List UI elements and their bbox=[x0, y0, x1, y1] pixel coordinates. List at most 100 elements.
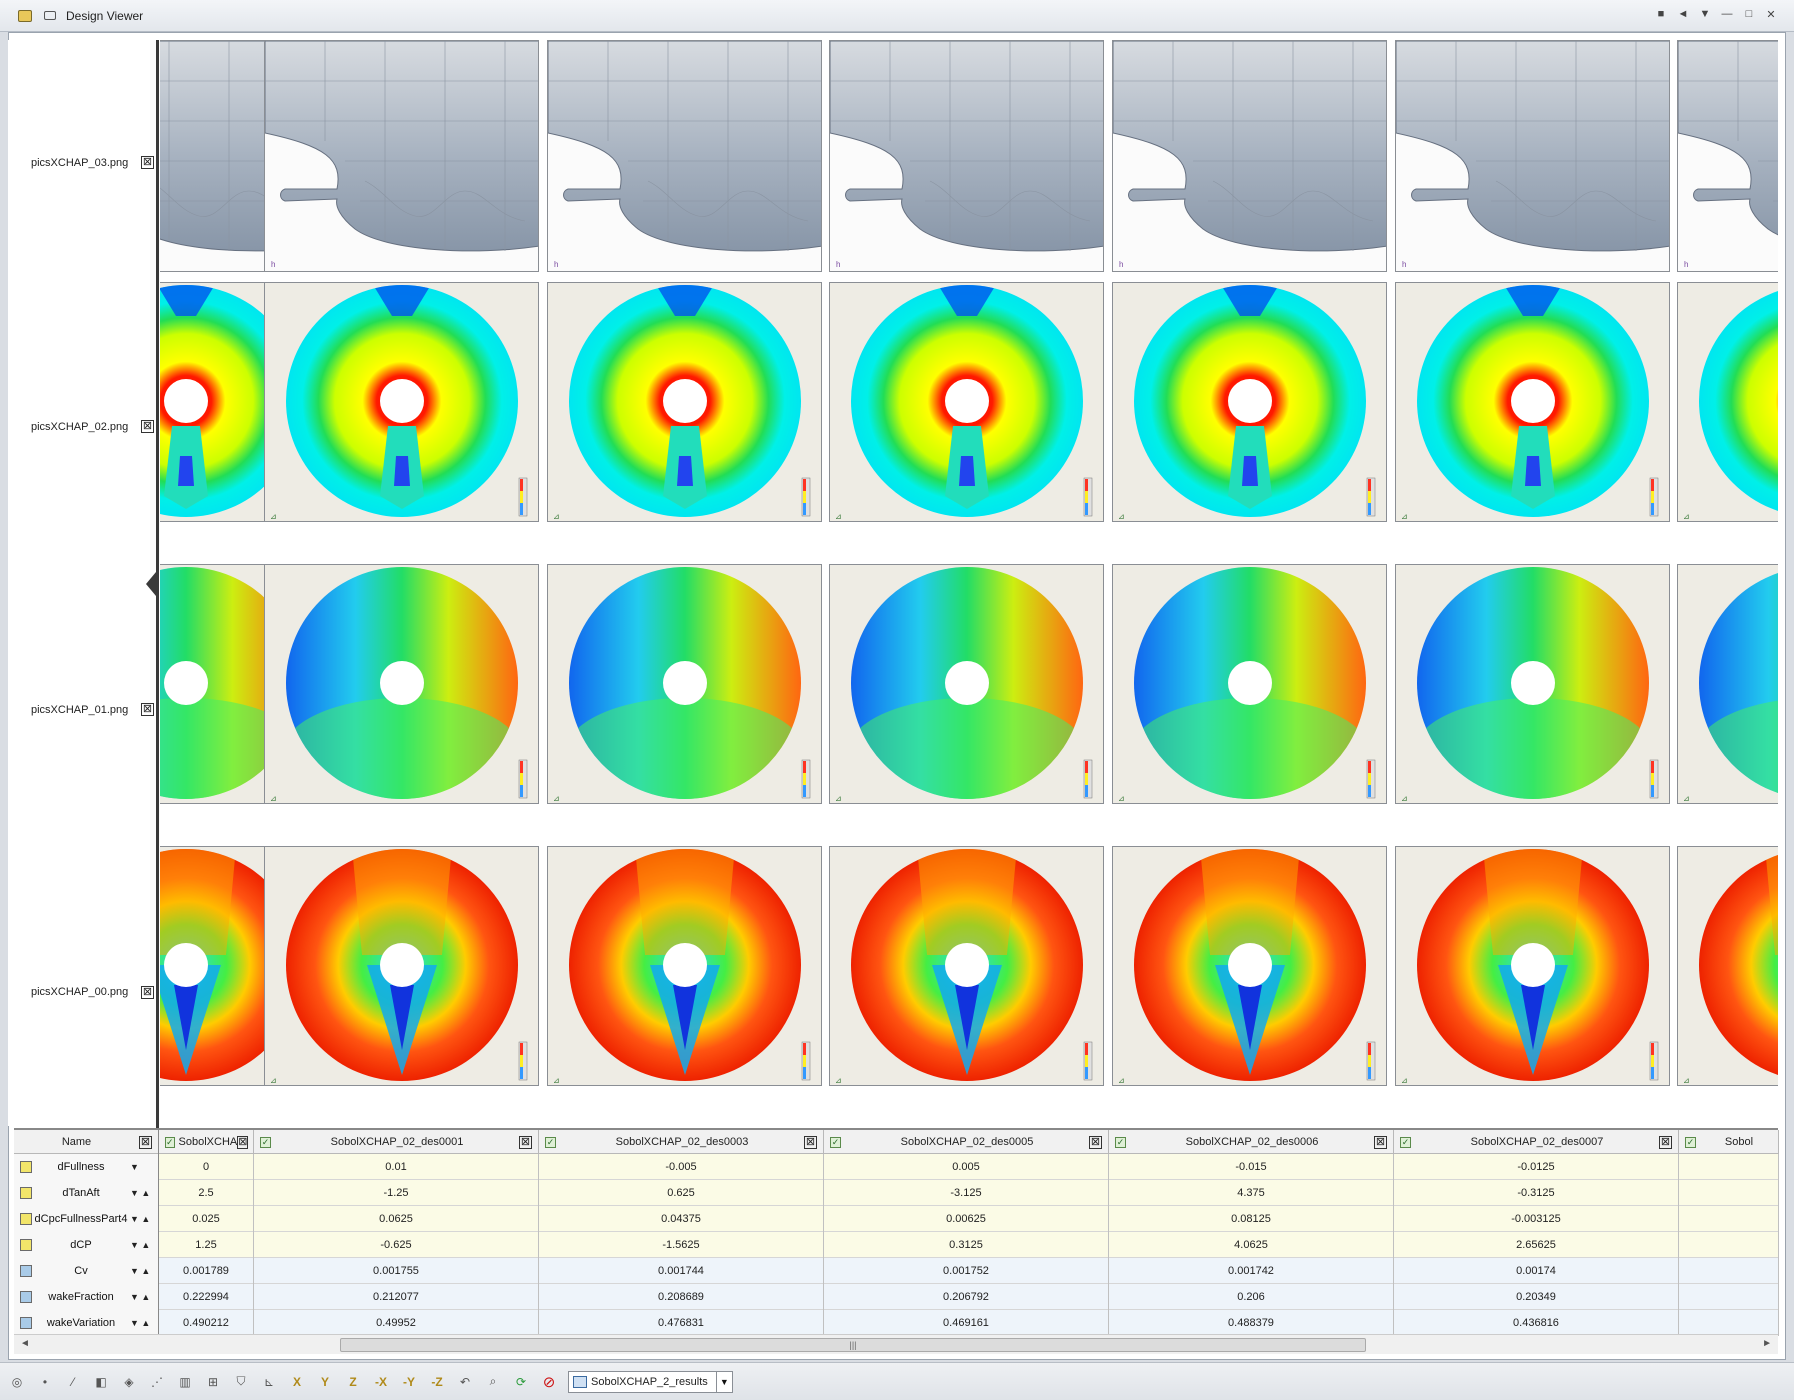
hull-render-image[interactable]: h bbox=[1395, 40, 1670, 272]
scroll-right-icon[interactable]: ► bbox=[1762, 1338, 1772, 1349]
wake-total-plot-image[interactable]: ⊿ bbox=[547, 846, 822, 1086]
name-column-header[interactable]: Name ⊠ bbox=[14, 1130, 159, 1154]
z-axis-icon[interactable]: Z bbox=[349, 1374, 357, 1389]
wake-tangential-plot-image[interactable]: ⊿ bbox=[1677, 564, 1778, 804]
refresh-icon[interactable]: ⟳ bbox=[515, 1374, 527, 1389]
sort-arrows-icon[interactable]: ▼ ▲ bbox=[130, 1292, 151, 1302]
hull-render-image[interactable]: h bbox=[1677, 40, 1778, 272]
wake-total-plot-image[interactable]: ⊿ bbox=[1677, 846, 1778, 1086]
parameter-name-cell[interactable]: dFullness ▼ bbox=[14, 1154, 159, 1180]
remove-column-icon[interactable]: ⊠ bbox=[1089, 1135, 1102, 1149]
remove-row-icon[interactable]: ⊠ bbox=[141, 985, 154, 999]
wake-axial-plot-image[interactable]: ⊿ bbox=[1112, 282, 1387, 522]
maximize-button[interactable]: □ bbox=[1745, 8, 1753, 20]
remove-row-icon[interactable]: ⊠ bbox=[141, 703, 154, 716]
surface-icon[interactable]: ◧ bbox=[95, 1374, 107, 1389]
sort-arrows-icon[interactable]: ▼ ▲ bbox=[130, 1214, 151, 1224]
column-visible-checkbox[interactable]: ✓ bbox=[545, 1136, 556, 1148]
remove-row-icon[interactable]: ⊠ bbox=[141, 420, 154, 433]
wake-tangential-plot-image[interactable]: ⊿ bbox=[547, 564, 822, 804]
parameter-name-cell[interactable]: wakeVariation ▼ ▲ bbox=[14, 1310, 159, 1336]
remove-column-icon[interactable]: ⊠ bbox=[1374, 1135, 1387, 1149]
mesh-icon[interactable]: ⊞ bbox=[207, 1374, 219, 1389]
column-visible-checkbox[interactable]: ✓ bbox=[260, 1136, 271, 1148]
sort-arrows-icon[interactable]: ▼ bbox=[130, 1162, 139, 1172]
wake-axial-plot-image[interactable]: ⊿ bbox=[829, 282, 1104, 522]
sort-arrows-icon[interactable]: ▼ ▲ bbox=[130, 1188, 151, 1198]
design-column-header[interactable]: ✓ SobolXCHA ⊠ bbox=[159, 1130, 254, 1154]
close-button[interactable]: ✕ bbox=[1766, 9, 1776, 21]
line-icon[interactable]: ⋰ bbox=[151, 1374, 163, 1389]
column-visible-checkbox[interactable]: ✓ bbox=[830, 1136, 841, 1148]
wake-tangential-plot-image[interactable]: ⊿ bbox=[1112, 564, 1387, 804]
wake-tangential-plot-image[interactable]: ⊿ bbox=[829, 564, 1104, 804]
column-visible-checkbox[interactable]: ✓ bbox=[1685, 1136, 1696, 1148]
scroll-thumb[interactable]: ||| bbox=[340, 1338, 1366, 1352]
design-column-header[interactable]: ✓ SobolXCHAP_02_des0006 ⊠ bbox=[1109, 1130, 1394, 1154]
splitter-collapse-icon[interactable] bbox=[146, 572, 156, 596]
column-visible-checkbox[interactable]: ✓ bbox=[1115, 1136, 1126, 1148]
undo-icon[interactable]: ↶ bbox=[459, 1374, 471, 1389]
design-column-header[interactable]: ✓ SobolXCHAP_02_des0003 ⊠ bbox=[539, 1130, 824, 1154]
column-visible-checkbox[interactable]: ✓ bbox=[1400, 1136, 1411, 1148]
view-icon[interactable]: ◎ bbox=[11, 1374, 23, 1389]
parameter-name-cell[interactable]: Cv ▼ ▲ bbox=[14, 1258, 159, 1284]
column-visible-checkbox[interactable]: ✓ bbox=[165, 1136, 175, 1148]
wake-tangential-plot-image[interactable]: ⊿ bbox=[264, 564, 539, 804]
horizontal-scrollbar[interactable]: ◄ ||| ► bbox=[14, 1334, 1778, 1354]
scroll-left-icon[interactable]: ◄ bbox=[20, 1338, 30, 1349]
grid-icon[interactable]: ▥ bbox=[179, 1374, 191, 1389]
design-column-header[interactable]: ✓ Sobol bbox=[1679, 1130, 1779, 1154]
wake-total-plot-image[interactable]: ⊿ bbox=[1395, 846, 1670, 1086]
hull-render-image[interactable]: h bbox=[547, 40, 822, 272]
pane-splitter[interactable] bbox=[156, 40, 159, 1166]
remove-column-icon[interactable]: ⊠ bbox=[139, 1135, 152, 1149]
wake-axial-plot-image[interactable]: ⊿ bbox=[1677, 282, 1778, 522]
menu-window-icon[interactable]: ▼ bbox=[1699, 8, 1711, 20]
stop-window-icon[interactable]: ■ bbox=[1657, 8, 1665, 20]
sort-arrows-icon[interactable]: ▼ ▲ bbox=[130, 1266, 151, 1276]
design-column-header[interactable]: ✓ SobolXCHAP_02_des0005 ⊠ bbox=[824, 1130, 1109, 1154]
point-icon[interactable]: • bbox=[42, 1374, 48, 1389]
parameter-name-cell[interactable]: dCP ▼ ▲ bbox=[14, 1232, 159, 1258]
axes-icon[interactable]: ⊾ bbox=[263, 1374, 275, 1389]
remove-column-icon[interactable]: ⊠ bbox=[804, 1135, 817, 1149]
solid-icon[interactable]: ◈ bbox=[124, 1374, 134, 1389]
minimize-button[interactable]: — bbox=[1721, 8, 1733, 20]
hull-render-image[interactable]: h bbox=[829, 40, 1104, 272]
design-column-header[interactable]: ✓ SobolXCHAP_02_des0001 ⊠ bbox=[254, 1130, 539, 1154]
wake-axial-plot-image[interactable]: ⊿ bbox=[547, 282, 822, 522]
wake-tangential-plot-image[interactable]: ⊿ bbox=[1395, 564, 1670, 804]
remove-column-icon[interactable]: ⊠ bbox=[519, 1135, 532, 1149]
parameter-name-cell[interactable]: wakeFraction ▼ ▲ bbox=[14, 1284, 159, 1310]
y-axis-icon[interactable]: Y bbox=[320, 1374, 329, 1389]
chevron-down-icon[interactable]: ▼ bbox=[715, 1371, 732, 1392]
stop-icon[interactable]: ⊘ bbox=[542, 1373, 556, 1391]
x-axis-icon[interactable]: X bbox=[292, 1374, 301, 1389]
table-cell: 0.001789 bbox=[159, 1258, 254, 1284]
hull-render-image[interactable]: h bbox=[1112, 40, 1387, 272]
sort-arrows-icon[interactable]: ▼ ▲ bbox=[130, 1318, 151, 1328]
design-column-header[interactable]: ✓ SobolXCHAP_02_des0007 ⊠ bbox=[1394, 1130, 1679, 1154]
sort-arrows-icon[interactable]: ▼ ▲ bbox=[130, 1240, 151, 1250]
prev-window-icon[interactable]: ◄ bbox=[1677, 8, 1689, 20]
neg-z-icon[interactable]: -Z bbox=[431, 1374, 443, 1389]
result-set-select[interactable]: SobolXCHAP_2_results ▼ bbox=[568, 1370, 733, 1393]
zoom-icon[interactable]: ⌕ bbox=[489, 1374, 497, 1388]
remove-column-icon[interactable]: ⊠ bbox=[237, 1135, 249, 1149]
wake-axial-plot-image[interactable]: ⊿ bbox=[264, 282, 539, 522]
curve-icon[interactable]: ⁄ bbox=[71, 1374, 74, 1389]
wake-total-plot-image[interactable]: ⊿ bbox=[829, 846, 1104, 1086]
remove-row-icon[interactable]: ⊠ bbox=[141, 156, 154, 169]
parameter-name-cell[interactable]: dTanAft ▼ ▲ bbox=[14, 1180, 159, 1206]
neg-x-icon[interactable]: -X bbox=[375, 1374, 387, 1389]
neg-y-icon[interactable]: -Y bbox=[403, 1374, 415, 1389]
hull-render-image[interactable]: h bbox=[264, 40, 539, 272]
remove-column-icon[interactable]: ⊠ bbox=[1659, 1135, 1672, 1149]
wake-total-plot-image[interactable]: ⊿ bbox=[264, 846, 539, 1086]
shield-icon[interactable]: ⛉ bbox=[236, 1374, 246, 1388]
parameter-name-cell[interactable]: dCpcFullnessPart4 ▼ ▲ bbox=[14, 1206, 159, 1232]
wake-total-plot-image[interactable]: ⊿ bbox=[1112, 846, 1387, 1086]
wake-axial-plot-image[interactable]: ⊿ bbox=[1395, 282, 1670, 522]
window-icon bbox=[44, 11, 56, 20]
